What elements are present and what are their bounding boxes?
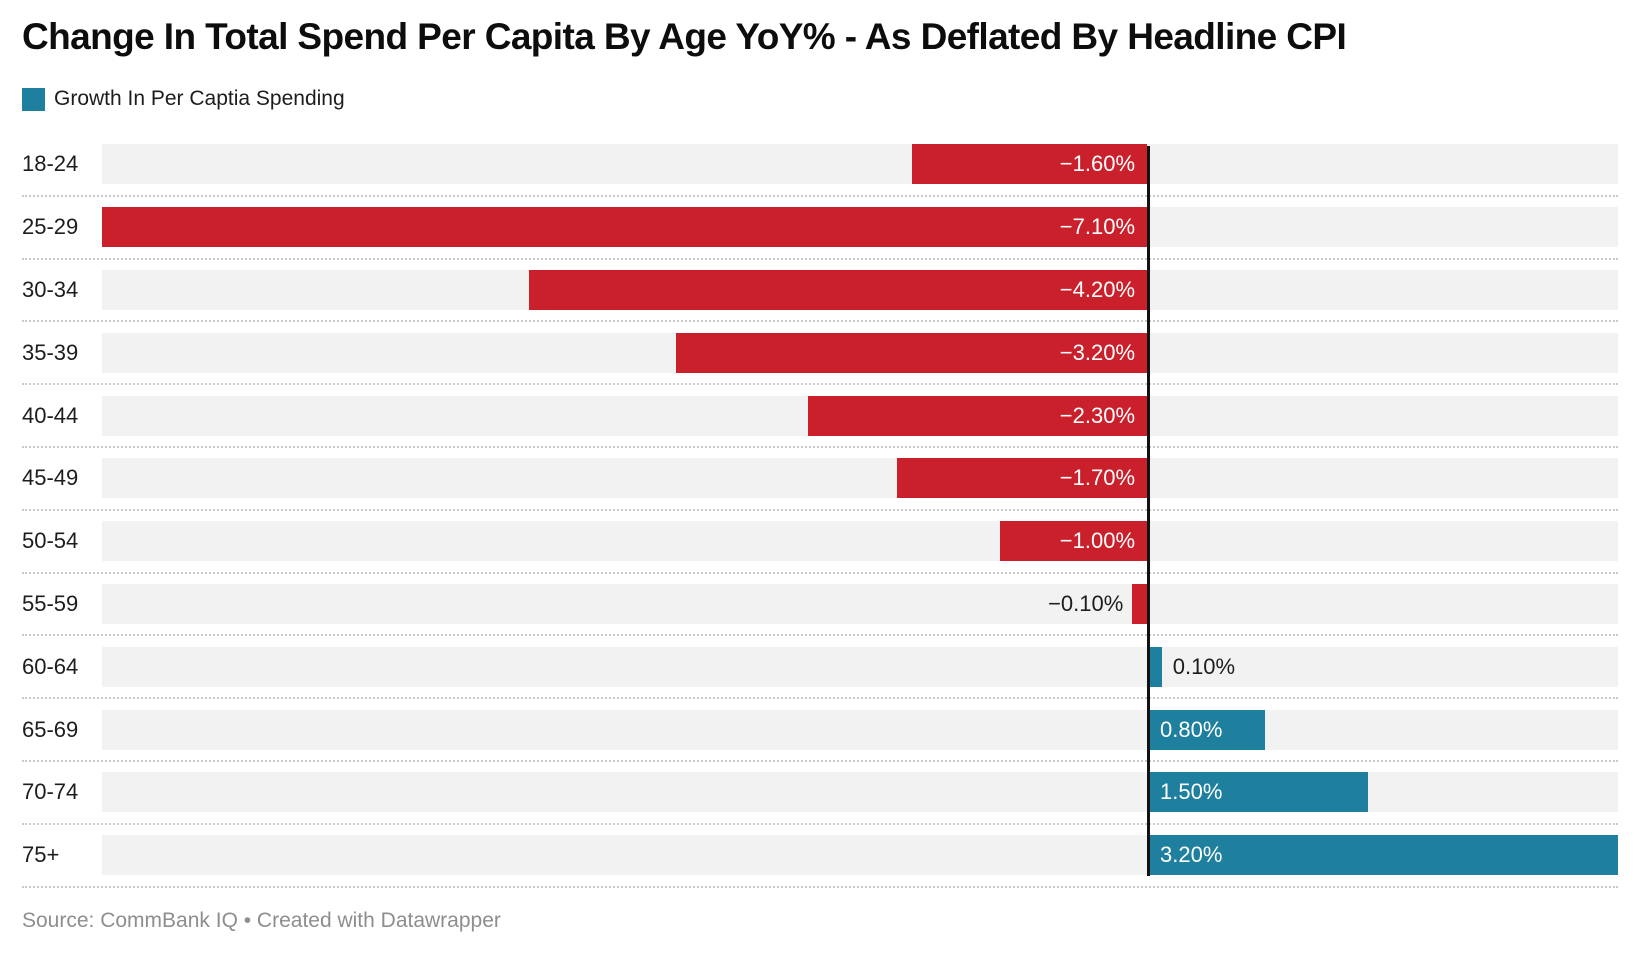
positive-bar xyxy=(1147,709,1265,750)
bar-track-background xyxy=(102,521,1618,562)
value-label: −1.70% xyxy=(1059,465,1136,491)
chart-row: 55-59 −0.10% xyxy=(22,574,1618,637)
chart-row: 40-44 −2.30% xyxy=(22,385,1618,448)
positive-bar xyxy=(1147,646,1162,687)
category-label: 55-59 xyxy=(22,590,79,616)
chart-row: 60-64 0.10% xyxy=(22,636,1618,700)
bar-track: 0.10% xyxy=(102,636,1618,697)
category-label: 30-34 xyxy=(22,276,79,302)
bar-track: −4.20% xyxy=(102,260,1618,321)
bar-track: −1.70% xyxy=(102,448,1618,509)
bar-track: −0.10% xyxy=(102,574,1618,635)
value-label: −1.00% xyxy=(1059,528,1136,554)
category-label: 25-29 xyxy=(22,214,79,240)
bar-track: 3.20% xyxy=(102,825,1618,886)
negative-bar xyxy=(911,144,1147,185)
chart-row: 75+ 3.20% xyxy=(22,825,1618,888)
value-label: −0.10% xyxy=(1048,590,1124,616)
chart-title: Change In Total Spend Per Capita By Age … xyxy=(22,16,1347,57)
bar-track-background xyxy=(102,709,1618,750)
category-label: 60-64 xyxy=(22,653,79,679)
chart-row: 50-54 −1.00% xyxy=(22,511,1618,574)
chart-rows: 18-24 −1.60% 25-29 −7.10% 30-34 −4.20% 35-39 −3… xyxy=(0,134,1640,888)
bar-track: 1.50% xyxy=(102,762,1618,823)
bar-track-background xyxy=(102,144,1618,185)
positive-bar xyxy=(1147,835,1618,876)
chart-row: 18-24 −1.60% xyxy=(22,134,1618,197)
value-label: −4.20% xyxy=(1059,276,1136,302)
source-note: Source: CommBank IQ • Created with Dataw… xyxy=(22,909,501,932)
chart-row: 70-74 1.50% xyxy=(22,762,1618,825)
negative-bar xyxy=(102,207,1147,248)
value-label: 0.80% xyxy=(1160,716,1223,742)
bar-track: −7.10% xyxy=(102,197,1618,258)
bar-track: −2.30% xyxy=(102,385,1618,446)
bar-track: −1.60% xyxy=(102,134,1618,195)
negative-bar xyxy=(896,458,1147,499)
category-label: 75+ xyxy=(22,842,60,868)
category-label: 65-69 xyxy=(22,716,79,742)
value-label: −1.60% xyxy=(1059,151,1136,177)
legend: Growth In Per Captia Spending xyxy=(22,87,345,111)
chart-row: 65-69 0.80% xyxy=(22,699,1618,762)
negative-bar xyxy=(528,269,1147,310)
bar-track-background xyxy=(102,458,1618,499)
positive-bar xyxy=(1147,772,1368,813)
chart-row: 25-29 −7.10% xyxy=(22,197,1618,260)
negative-bar xyxy=(808,395,1147,436)
bar-track: 0.80% xyxy=(102,699,1618,760)
chart-row: 30-34 −4.20% xyxy=(22,260,1618,323)
chart-row: 35-39 −3.20% xyxy=(22,322,1618,386)
negative-bar xyxy=(676,332,1147,373)
bar-track-background xyxy=(102,583,1618,624)
bar-track-background xyxy=(102,772,1618,813)
negative-bar xyxy=(1132,583,1147,624)
value-label: 0.10% xyxy=(1172,653,1236,679)
value-label: −2.30% xyxy=(1059,402,1136,428)
value-label: −3.20% xyxy=(1059,339,1136,365)
legend-label: Growth In Per Captia Spending xyxy=(54,87,345,110)
legend-swatch xyxy=(22,87,45,111)
category-label: 40-44 xyxy=(22,402,79,428)
category-label: 18-24 xyxy=(22,151,79,177)
chart-row: 45-49 −1.70% xyxy=(22,448,1618,511)
value-label: −7.10% xyxy=(1059,214,1136,240)
zero-axis-line xyxy=(1147,146,1150,876)
category-label: 35-39 xyxy=(22,339,79,365)
bar-track: −1.00% xyxy=(102,511,1618,572)
bar-track: −3.20% xyxy=(102,322,1618,383)
value-label: 3.20% xyxy=(1160,842,1223,868)
value-label: 1.50% xyxy=(1160,779,1223,805)
bar-track-background xyxy=(102,646,1618,687)
negative-bar xyxy=(999,521,1147,562)
category-label: 45-49 xyxy=(22,465,79,491)
category-label: 70-74 xyxy=(22,779,79,805)
category-label: 50-54 xyxy=(22,528,79,554)
